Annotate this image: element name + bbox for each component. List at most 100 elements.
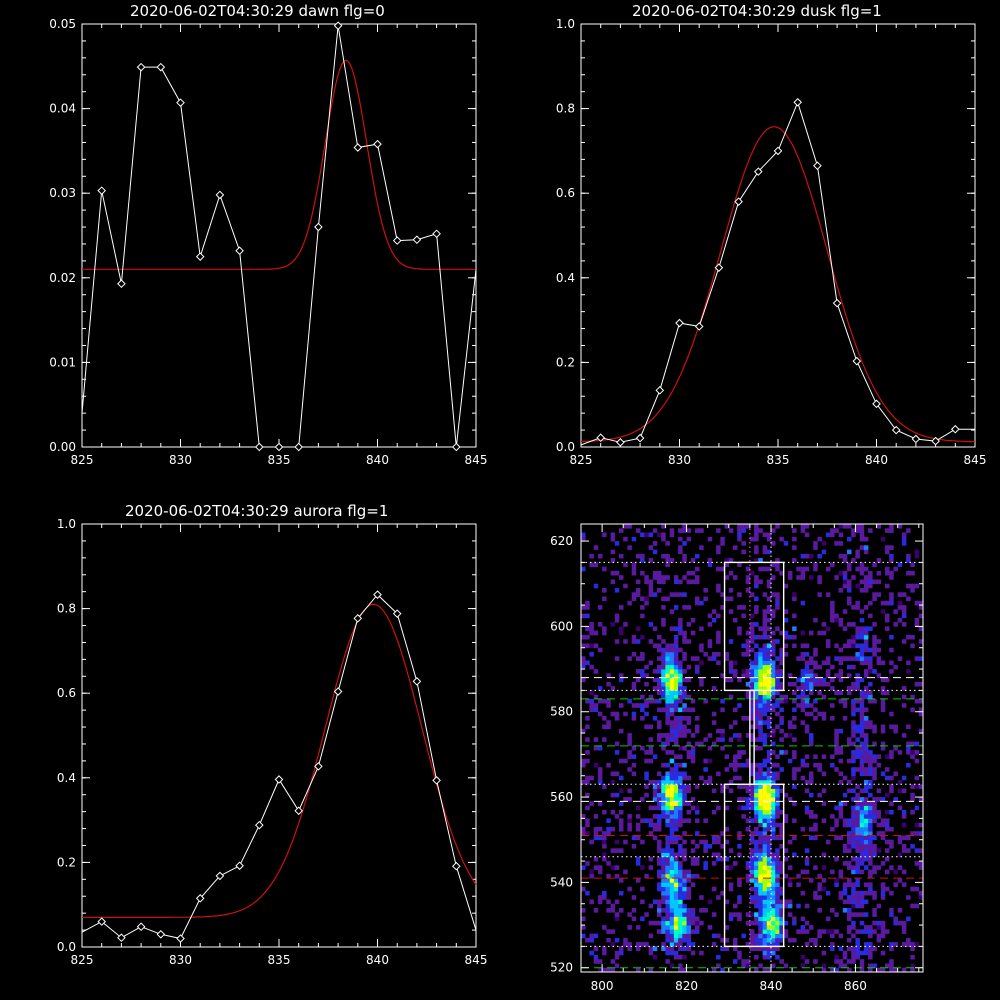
heatmap-cell [868, 660, 873, 666]
heatmap-cell [859, 728, 865, 734]
heatmap-cell [766, 908, 772, 913]
heatmap-cell [851, 724, 856, 730]
heatmap-cell [813, 673, 818, 678]
heatmap-cell [737, 737, 742, 742]
heatmap-cell [673, 818, 679, 823]
heatmap-cell [669, 814, 675, 819]
heatmap-cell [741, 716, 746, 721]
heatmap-cell [665, 873, 670, 879]
heatmap-cell [779, 861, 784, 866]
heatmap-cell [728, 916, 734, 922]
aurora-ytick-label: 0.4 [57, 771, 76, 785]
heatmap-cell [851, 681, 856, 687]
heatmap-ytick-label: 580 [550, 705, 573, 719]
heatmap-cell [648, 545, 654, 550]
heatmap-cell [745, 733, 751, 738]
heatmap-cell [745, 826, 751, 832]
heatmap-cell [880, 822, 886, 828]
heatmap-cell [644, 681, 649, 687]
heatmap-cell [855, 826, 860, 832]
heatmap-cell [678, 724, 683, 730]
heatmap-cell [910, 570, 915, 576]
heatmap-cell [855, 600, 860, 606]
heatmap-cell [762, 647, 768, 653]
heatmap-cell [678, 814, 683, 819]
heatmap-cell [581, 664, 586, 670]
heatmap-cell [880, 741, 886, 747]
heatmap-cell [640, 694, 645, 700]
heatmap-cell [796, 929, 801, 934]
heatmap-cell [720, 937, 725, 943]
heatmap-cell [619, 575, 624, 580]
heatmap-cell [771, 920, 776, 926]
heatmap-cell [863, 639, 869, 644]
heatmap-cell [868, 831, 873, 836]
heatmap-cell [661, 920, 666, 926]
heatmap-cell [585, 605, 590, 610]
heatmap-cell [682, 728, 687, 734]
heatmap-cell [804, 805, 810, 811]
heatmap-cell [665, 839, 670, 845]
heatmap-cell [754, 716, 759, 721]
heatmap-cell [906, 937, 911, 943]
heatmap-cell [610, 549, 616, 555]
heatmap-cell [762, 720, 768, 725]
heatmap-cell [796, 882, 801, 887]
heatmap-cell [766, 844, 772, 849]
heatmap-cell [872, 869, 877, 875]
heatmap-cell [652, 643, 658, 649]
heatmap-cell [593, 583, 599, 589]
heatmap-cell [669, 805, 675, 811]
heatmap-cell [876, 558, 882, 563]
heatmap-cell [771, 613, 776, 619]
heatmap-cell [914, 750, 920, 755]
heatmap-cell [686, 741, 692, 747]
heatmap-cell [762, 882, 768, 887]
heatmap-cell [855, 912, 860, 917]
heatmap-cell [872, 647, 877, 653]
heatmap-cell [906, 848, 911, 853]
heatmap-cell [673, 592, 679, 597]
heatmap-cell [914, 600, 920, 606]
heatmap-cell [635, 878, 641, 883]
heatmap-cell [775, 869, 780, 875]
heatmap-cell [711, 942, 717, 947]
heatmap-cell [910, 809, 915, 815]
heatmap-cell [851, 750, 856, 755]
heatmap-cell [868, 698, 873, 704]
heatmap-cell [682, 690, 687, 695]
heatmap-cell [863, 780, 869, 785]
heatmap-cell [673, 703, 679, 708]
heatmap-cell [910, 741, 915, 747]
heatmap-cell [665, 882, 670, 887]
heatmap-cell [745, 797, 751, 802]
heatmap-cell [889, 784, 894, 789]
heatmap-cell [766, 758, 772, 764]
heatmap-cell [593, 856, 599, 862]
heatmap-cell [847, 536, 852, 542]
heatmap-cell [796, 903, 801, 909]
heatmap-cell [682, 528, 687, 533]
heatmap-cell [779, 694, 784, 700]
heatmap-cell [872, 775, 877, 781]
dusk-ytick-label: 0.2 [556, 355, 575, 369]
heatmap-cell [733, 575, 738, 580]
dusk-ytick-label: 0.0 [556, 440, 575, 454]
heatmap-cell [669, 775, 675, 781]
heatmap-cell [838, 946, 844, 951]
heatmap-cell [766, 566, 772, 572]
heatmap-cell [762, 733, 768, 738]
heatmap-cell [673, 942, 679, 947]
heatmap-cell [910, 750, 915, 755]
heatmap-ytick-label: 600 [550, 619, 573, 633]
heatmap-cell [821, 694, 827, 700]
heatmap-cell [859, 711, 865, 717]
heatmap-cell [749, 673, 755, 678]
dawn-data-point [333, 21, 343, 30]
heatmap-cell [707, 775, 713, 781]
heatmap-cell [859, 801, 865, 806]
heatmap-cell [619, 703, 624, 708]
aurora-data-point [117, 933, 126, 943]
heatmap-cell [838, 656, 844, 661]
heatmap-cell [754, 882, 759, 887]
